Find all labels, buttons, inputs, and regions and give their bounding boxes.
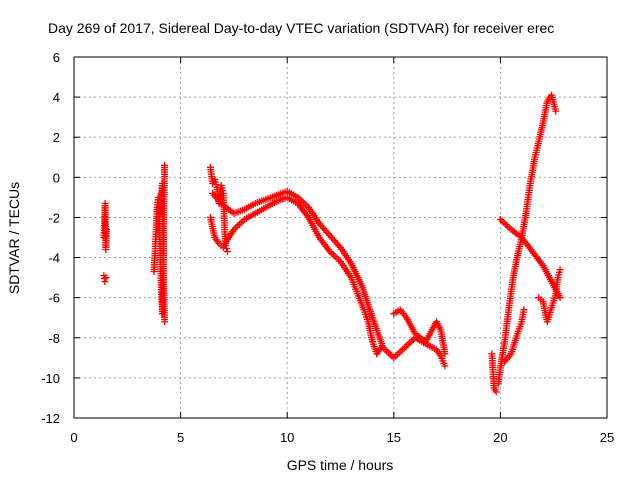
- data-point: [504, 222, 512, 230]
- y-tick-label: 2: [53, 130, 60, 145]
- y-tick-label: 6: [53, 50, 60, 65]
- data-point: [235, 220, 243, 228]
- chart-title: Day 269 of 2017, Sidereal Day-to-day VTE…: [48, 20, 554, 36]
- data-point: [384, 349, 392, 357]
- x-tick-label: 20: [493, 430, 507, 445]
- x-tick-label: 25: [600, 430, 614, 445]
- y-tick-labels: -12 -10 -8 -6 -4 -2 0 2 4 6: [41, 50, 60, 426]
- series-seg5: [206, 193, 376, 346]
- data-point: [224, 248, 232, 256]
- x-tick-label: 10: [280, 430, 294, 445]
- data-points: [100, 91, 564, 396]
- x-tick-label: 5: [177, 430, 184, 445]
- data-point: [496, 215, 504, 223]
- data-point: [161, 318, 169, 326]
- x-tick-labels: 0 5 10 15 20 25: [70, 430, 614, 445]
- data-point: [492, 388, 500, 396]
- series-seg11: [494, 91, 560, 388]
- y-tick-label: -12: [41, 411, 60, 426]
- x-tick-label: 15: [387, 430, 401, 445]
- data-point: [102, 274, 110, 282]
- data-point: [556, 294, 564, 302]
- y-axis-title: SDTVAR / TECUs: [6, 182, 22, 294]
- series-seg13: [501, 306, 528, 366]
- data-point: [102, 225, 110, 233]
- y-tick-label: -8: [48, 331, 60, 346]
- y-tick-label: 4: [53, 90, 60, 105]
- y-tick-label: -4: [48, 251, 60, 266]
- series-seg9: [390, 306, 449, 358]
- data-point: [237, 219, 245, 227]
- data-point: [552, 107, 560, 115]
- series-seg2: [100, 272, 110, 286]
- series-seg12: [496, 215, 564, 302]
- data-point: [556, 266, 564, 274]
- data-point: [328, 249, 336, 257]
- series-seg1: [100, 199, 110, 254]
- data-point: [400, 344, 408, 352]
- data-point: [386, 350, 394, 358]
- data-point: [397, 347, 405, 355]
- data-point: [392, 352, 400, 360]
- data-point: [390, 354, 398, 362]
- data-point: [222, 245, 230, 253]
- series-seg4: [155, 179, 169, 326]
- grid-layer: [74, 57, 607, 418]
- plot-frame: [73, 56, 608, 419]
- x-tick-label: 0: [70, 430, 77, 445]
- series-seg7: [209, 187, 449, 370]
- data-point: [520, 306, 528, 314]
- data-point: [221, 242, 229, 250]
- series-seg10: [488, 350, 500, 396]
- axis-ticks: [73, 56, 608, 419]
- data-point: [502, 220, 510, 228]
- data-point: [383, 347, 391, 355]
- data-point: [393, 350, 401, 358]
- data-point: [331, 253, 339, 261]
- data-point: [441, 350, 449, 358]
- data-point: [500, 219, 508, 227]
- y-tick-label: -10: [41, 371, 60, 386]
- data-point: [335, 256, 343, 264]
- data-point: [406, 339, 414, 347]
- y-tick-label: -2: [48, 210, 60, 225]
- data-point: [402, 342, 410, 350]
- data-point: [441, 362, 449, 370]
- data-point: [498, 217, 506, 225]
- data-point: [161, 161, 169, 169]
- y-tick-label: 0: [53, 170, 60, 185]
- data-point: [377, 344, 385, 352]
- series-seg14: [535, 266, 564, 326]
- y-tick-label: -6: [48, 291, 60, 306]
- data-point: [399, 345, 407, 353]
- data-point: [404, 340, 412, 348]
- data-point: [333, 254, 341, 262]
- data-point: [233, 222, 241, 230]
- series-seg8: [368, 338, 385, 358]
- data-point: [101, 278, 109, 286]
- x-axis-title: GPS time / hours: [287, 457, 394, 473]
- data-point: [395, 349, 403, 357]
